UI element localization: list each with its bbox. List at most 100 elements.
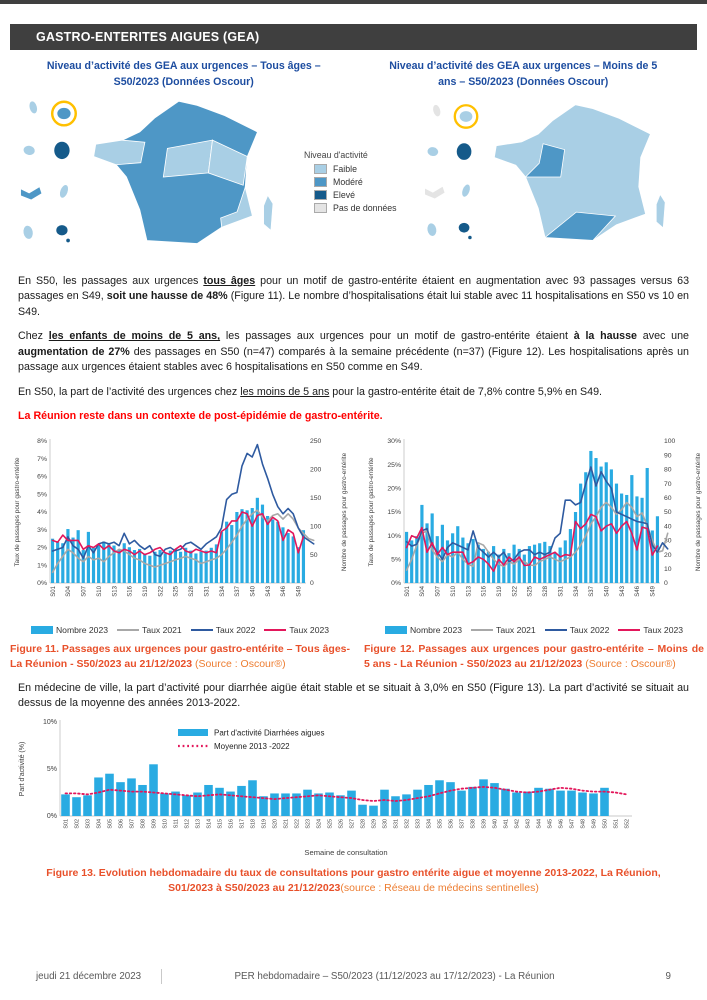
figure-12-chart: 0% 5% 10% 15% 20% 25% 30% 0 10 20 30 40 50 60 70 80 90 10… <box>368 438 702 596</box>
dom-d8 <box>458 223 472 240</box>
figure-11-block: 0% 1% 2% 3% 4% 5% 6% 7% 8% 0 50 100 150 200 250 S01 S04 S… <box>10 433 350 672</box>
highlight-ring <box>453 104 479 130</box>
text-run: (Figure 11). Le nombre d’hospitalisation… <box>18 290 689 318</box>
chart-legend-item: Taux 2023 <box>264 625 329 635</box>
svg-text:5%: 5% <box>37 491 47 498</box>
svg-text:S50: S50 <box>603 819 609 829</box>
svg-text:S19: S19 <box>262 819 268 829</box>
map-legend-item-faible: Faible <box>314 163 412 174</box>
svg-text:S16: S16 <box>128 585 134 596</box>
region-bretagne <box>93 140 146 166</box>
svg-text:S04: S04 <box>66 585 72 596</box>
legend-line-swatch <box>544 628 567 632</box>
svg-text:8%: 8% <box>37 438 47 445</box>
svg-text:10%: 10% <box>43 719 57 726</box>
france-map-right-svg <box>425 104 666 242</box>
svg-text:S28: S28 <box>361 819 367 829</box>
legend-entry-label: Taux 2022 <box>569 624 610 635</box>
chart-legend-item: Nombre 2023 <box>30 624 109 635</box>
legend-bar-swatch <box>30 625 53 634</box>
svg-text:S51: S51 <box>614 819 620 829</box>
svg-text:200: 200 <box>310 467 322 474</box>
legend-label: Faible <box>333 163 357 174</box>
dom-d1 <box>29 101 38 114</box>
legend-entry-label: Taux 2023 <box>643 624 684 635</box>
svg-text:S28: S28 <box>543 585 549 596</box>
figure-13-chart: 0% 5% 10% S01 S02 S03 S04 S05 S06 S07 S08 S09 S10 S11… <box>19 719 632 857</box>
svg-text:S37: S37 <box>235 585 241 596</box>
svg-text:100: 100 <box>310 523 322 530</box>
svg-text:S13: S13 <box>196 819 202 829</box>
svg-text:0: 0 <box>664 580 668 587</box>
text-run: tous âges <box>203 274 256 287</box>
svg-text:S41: S41 <box>504 819 510 829</box>
svg-text:S40: S40 <box>605 585 611 596</box>
figure-13-block: 0% 5% 10% S01 S02 S03 S04 S05 S06 S07 S08 S09 S10 S11… <box>14 716 693 863</box>
svg-text:80: 80 <box>664 467 672 474</box>
text-run: les passages aux urgences pour un motif … <box>220 330 574 343</box>
svg-text:S05: S05 <box>108 819 114 829</box>
svg-text:40: 40 <box>664 523 672 530</box>
dom-d1 <box>433 105 441 117</box>
legend-line-swatch <box>117 628 140 632</box>
svg-text:S18: S18 <box>251 819 257 829</box>
svg-text:S46: S46 <box>281 585 287 596</box>
svg-text:S49: S49 <box>651 585 657 596</box>
region-paca <box>220 186 253 229</box>
dom-d4 <box>54 141 70 160</box>
region-corse <box>263 195 274 232</box>
svg-text:S28: S28 <box>189 585 195 596</box>
svg-text:S01: S01 <box>405 585 411 596</box>
dom-d6 <box>59 185 69 199</box>
svg-text:Nombre de passages pour gastro: Nombre de passages pour gastro-entérite <box>695 452 702 571</box>
svg-text:S07: S07 <box>436 585 442 596</box>
svg-text:S42: S42 <box>515 819 521 829</box>
svg-text:S25: S25 <box>174 585 180 596</box>
dom-d5 <box>20 187 42 200</box>
text-run: Chez <box>18 330 49 343</box>
svg-text:S39: S39 <box>482 819 488 829</box>
chart-legend-item: Nombre 2023 <box>384 624 463 635</box>
svg-text:S35: S35 <box>438 819 444 829</box>
map-title-left: Niveau d’activité des GEA aux urgences –… <box>46 60 321 88</box>
svg-text:S46: S46 <box>635 585 641 596</box>
map-activity-legend: Niveau d'activité Faible Modéré Elevé Pas d… <box>294 142 412 216</box>
svg-text:S31: S31 <box>204 585 210 596</box>
svg-text:S10: S10 <box>451 585 457 596</box>
chart-legend-item: Taux 2021 <box>117 625 182 635</box>
dom-d4 <box>456 143 472 161</box>
svg-text:7%: 7% <box>37 456 47 463</box>
svg-text:S14: S14 <box>207 819 213 829</box>
svg-text:2%: 2% <box>37 545 47 552</box>
svg-text:Part d'activité (%): Part d'activité (%) <box>19 741 26 796</box>
text-run: soit une hausse de 48% <box>106 290 228 303</box>
svg-text:S31: S31 <box>394 819 400 829</box>
legend-entry-label: Taux 2022 <box>215 624 256 635</box>
svg-text:S11: S11 <box>174 819 180 828</box>
legend-bar-swatch <box>384 625 407 634</box>
region-pays_loire <box>524 143 566 178</box>
legend-entry-label: Taux 2021 <box>142 624 182 635</box>
chart-legend-item: Taux 2021 <box>471 625 536 635</box>
legend-swatch-faible <box>314 163 327 174</box>
paragraph-ville: En médecine de ville, la part d’activité… <box>18 681 689 712</box>
text-run: En médecine de ville, la part d’activité… <box>18 681 689 710</box>
svg-text:Semaine de consultation: Semaine de consultation <box>304 848 387 857</box>
legend-line-swatch <box>190 628 213 632</box>
region-bfc <box>207 139 248 187</box>
paragraph-activity-share: En S50, la part de l’activité des urgenc… <box>18 385 689 401</box>
svg-text:S08: S08 <box>141 819 147 829</box>
legend-swatch-nodata <box>314 202 327 213</box>
svg-text:S34: S34 <box>574 585 580 596</box>
map-title-right: Niveau d’activité des GEA aux urgences –… <box>389 60 658 88</box>
svg-text:S13: S13 <box>112 585 118 596</box>
section-title: GASTRO-ENTERITES AIGUES (GEA) <box>36 30 260 44</box>
legend-entry-label: Nombre 2023 <box>409 624 463 635</box>
legend-line-swatch <box>264 628 287 632</box>
figure-12-block: 0% 5% 10% 15% 20% 25% 30% 0 10 20 30 40 50 60 70 80 90 10… <box>364 433 704 672</box>
svg-text:1%: 1% <box>37 562 47 569</box>
france-map-right <box>412 95 684 262</box>
svg-text:S23: S23 <box>306 819 312 829</box>
legend-entry-label: Nombre 2023 <box>55 624 109 635</box>
svg-text:90: 90 <box>664 452 672 459</box>
